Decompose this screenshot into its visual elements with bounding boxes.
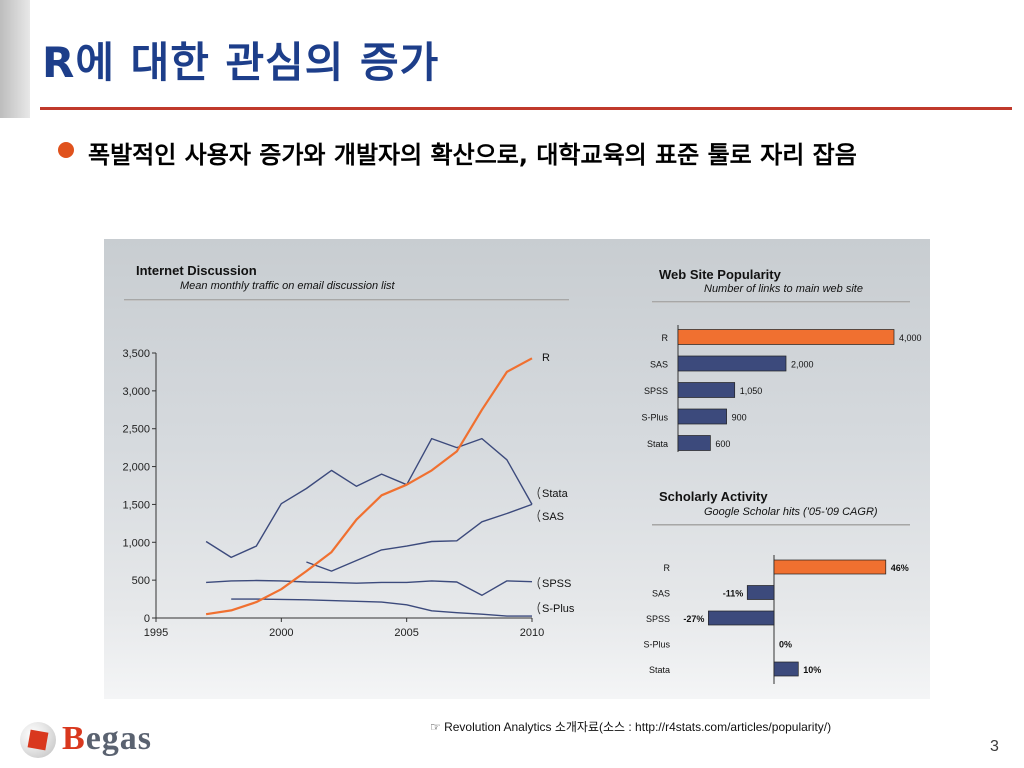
slide-side-accent (0, 0, 30, 118)
series-label-bracket (537, 486, 541, 500)
bullet-text: 폭발적인 사용자 증가와 개발자의 확산으로, 대학교육의 표준 툴로 자리 잡… (88, 141, 857, 169)
scholarly-value-label: 10% (803, 665, 821, 675)
popularity-value-label: 900 (732, 413, 747, 423)
scholarly-chart-divider (652, 524, 910, 526)
y-tick-label: 1,000 (122, 537, 150, 549)
scholarly-value-label: 46% (891, 563, 909, 573)
series-line-stata (205, 437, 533, 559)
x-tick-label: 1995 (144, 627, 168, 639)
scholarly-value-label: -27% (683, 614, 704, 624)
begas-logo-icon (20, 722, 56, 758)
scholarly-bar-stata (773, 661, 799, 677)
x-tick-label: 2010 (520, 627, 544, 639)
series-line-r (205, 357, 533, 616)
x-tick-label: 2000 (269, 627, 293, 639)
title-divider (40, 107, 1012, 110)
discussion-chart-divider (124, 299, 569, 301)
series-label-stata: Stata (542, 488, 569, 500)
y-tick-label: 0 (144, 613, 150, 625)
discussion-chart-title: Internet Discussion (136, 263, 257, 278)
popularity-value-label: 4,000 (899, 333, 922, 343)
popularity-value-label: 2,000 (791, 360, 814, 370)
y-tick-label: 1,500 (122, 499, 150, 511)
scholarly-chart-subtitle: Google Scholar hits ('05-'09 CAGR) (704, 506, 878, 518)
y-tick-label: 3,500 (122, 348, 150, 360)
popularity-bar-spss (677, 382, 736, 398)
popularity-category-label: SAS (650, 360, 668, 370)
series-label-sas: SAS (542, 511, 564, 523)
popularity-bar-stata (677, 435, 711, 451)
scholarly-category-label: Stata (649, 665, 670, 675)
popularity-chart-divider (652, 301, 910, 303)
y-tick-label: 500 (132, 575, 150, 587)
scholarly-value-label: -11% (723, 589, 744, 599)
scholarly-category-label: SPSS (646, 614, 670, 624)
scholarly-bar-spss (708, 610, 775, 626)
scholarly-value-label: 0% (779, 640, 792, 650)
y-tick-label: 2,500 (122, 424, 150, 436)
series-label-s-plus: S-Plus (542, 603, 575, 615)
y-tick-label: 3,000 (122, 386, 150, 398)
popularity-chart-subtitle: Number of links to main web site (704, 283, 863, 295)
popularity-bar-sas (677, 355, 787, 372)
popularity-bar-r (677, 329, 895, 345)
discussion-chart-subtitle: Mean monthly traffic on email discussion… (180, 280, 395, 292)
popularity-category-label: S-Plus (641, 413, 668, 423)
source-citation: ☞ Revolution Analytics 소개자료(소스 : http://… (430, 720, 832, 734)
popularity-category-label: SPSS (644, 386, 668, 396)
popularity-bar-s-plus (677, 408, 727, 425)
chart-panel: Internet Discussion Mean monthly traffic… (104, 239, 930, 699)
y-tick-label: 2,000 (122, 462, 150, 474)
scholarly-bar-sas (746, 585, 775, 600)
popularity-value-label: 600 (715, 439, 730, 449)
series-line-spss (206, 579, 533, 596)
charts-svg: 0 500 1,000 1,500 2,000 2,500 3,000 3,500 1995 20… (122, 325, 922, 684)
page-number: 3 (990, 738, 999, 755)
x-tick-label: 2005 (394, 627, 418, 639)
series-label-spss: SPSS (542, 578, 571, 590)
series-line-sas (306, 503, 533, 572)
series-label-bracket (537, 509, 541, 523)
begas-logo: Begas (20, 720, 170, 760)
bullet-dot-icon (58, 142, 74, 158)
slide-title: R에 대한 관심의 증가 (42, 38, 440, 87)
scholarly-category-label: SAS (652, 589, 670, 599)
series-label-bracket (537, 601, 541, 615)
scholarly-category-label: R (664, 563, 671, 573)
series-label-r: R (542, 352, 550, 364)
series-line-s-plus (231, 598, 532, 617)
series-label-bracket (537, 576, 541, 590)
popularity-category-label: R (662, 333, 669, 343)
popularity-category-label: Stata (647, 439, 668, 449)
begas-logo-text: Begas (62, 720, 153, 757)
scholarly-chart-title: Scholarly Activity (659, 489, 768, 504)
popularity-value-label: 1,050 (740, 386, 763, 396)
scholarly-bar-r (773, 559, 887, 575)
popularity-chart-title: Web Site Popularity (659, 267, 781, 282)
scholarly-category-label: S-Plus (643, 640, 670, 650)
